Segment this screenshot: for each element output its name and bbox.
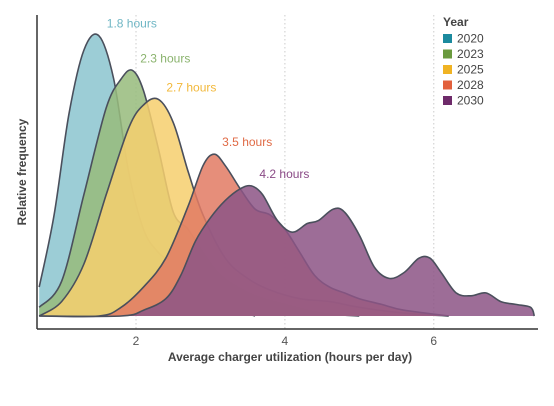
peak-label-2030: 4.2 hours bbox=[259, 167, 309, 181]
peak-label-2025: 2.7 hours bbox=[166, 80, 216, 94]
peak-label-2028: 3.5 hours bbox=[222, 135, 272, 149]
legend-swatch-2023 bbox=[443, 49, 452, 59]
legend-label-2030: 2030 bbox=[457, 94, 484, 108]
legend-title: Year bbox=[443, 15, 469, 29]
legend-swatch-2025 bbox=[443, 65, 452, 74]
legend-swatch-2020 bbox=[443, 34, 452, 43]
y-axis-title: Relative frequency bbox=[15, 118, 29, 225]
peak-label-2020: 1.8 hours bbox=[107, 17, 157, 31]
x-tick-label-4: 4 bbox=[282, 334, 289, 348]
legend-swatch-2028 bbox=[443, 80, 452, 90]
x-ticks: 2 4 6 bbox=[133, 334, 438, 348]
x-tick-label-2: 2 bbox=[133, 334, 140, 348]
legend-label-2028: 2028 bbox=[457, 78, 484, 92]
peak-labels: 1.8 hours 2.3 hours 2.7 hours 3.5 hours 4.2 … bbox=[107, 17, 310, 181]
legend-label-2023: 2023 bbox=[457, 47, 484, 61]
legend-swatch-2030 bbox=[443, 96, 452, 105]
outline-2030 bbox=[39, 184, 536, 318]
area-2030 bbox=[39, 185, 535, 317]
x-tick-label-6: 6 bbox=[430, 334, 437, 348]
peak-label-2023: 2.3 hours bbox=[140, 51, 190, 65]
axes bbox=[36, 15, 538, 330]
x-axis-title: Average charger utilization (hours per d… bbox=[168, 350, 412, 364]
density-areas bbox=[38, 33, 536, 318]
legend-label-2020: 2020 bbox=[457, 32, 484, 46]
legend-label-2025: 2025 bbox=[457, 63, 484, 77]
area-2025 bbox=[39, 98, 449, 316]
